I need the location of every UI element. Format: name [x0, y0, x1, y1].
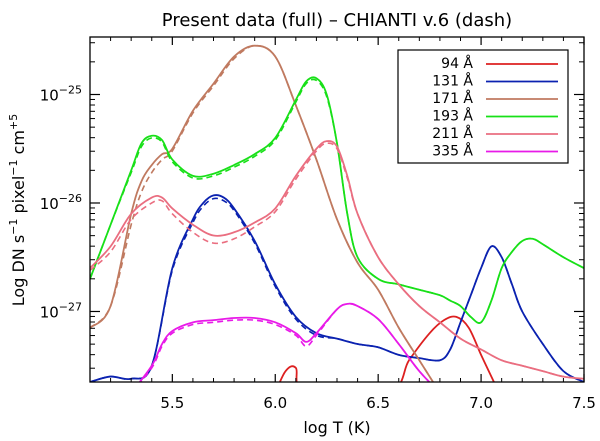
legend-label-171: 171 Å — [432, 90, 473, 107]
y-axis-label: Log DN s−1 pixel−1 cm+5 — [7, 114, 28, 306]
legend-label-211: 211 Å — [432, 125, 473, 142]
series-335-line — [138, 302, 431, 382]
y-tick-label: 10−25 — [40, 84, 82, 105]
legend-box — [397, 49, 569, 164]
series-171-line — [90, 44, 435, 382]
legend-label-193: 193 Å — [432, 108, 473, 125]
x-tick-label: 5.5 — [160, 394, 184, 412]
y-tick-label: 10−27 — [40, 300, 82, 321]
series-171-chianti-dashed — [90, 44, 435, 382]
legend-label-335: 335 Å — [432, 143, 473, 160]
series-193-line — [90, 76, 584, 324]
series-211-line — [90, 140, 584, 380]
series-131-line — [90, 194, 584, 382]
x-tick-label: 6.5 — [366, 394, 390, 412]
legend-label-131: 131 Å — [432, 73, 473, 90]
x-tick-label: 7.0 — [469, 394, 493, 412]
series-131-chianti-dashed — [90, 197, 584, 382]
legend-label-94: 94 Å — [441, 55, 473, 72]
y-tick-label: 10−26 — [40, 192, 82, 213]
x-tick-label: 7.5 — [572, 394, 596, 412]
series-94-line — [278, 315, 495, 382]
x-tick-label: 6.0 — [263, 394, 287, 412]
x-axis-label: log T (K) — [303, 418, 370, 437]
chart-title: Present data (full) – CHIANTI v.6 (dash) — [162, 10, 512, 31]
series-211-chianti-dashed — [90, 142, 584, 380]
